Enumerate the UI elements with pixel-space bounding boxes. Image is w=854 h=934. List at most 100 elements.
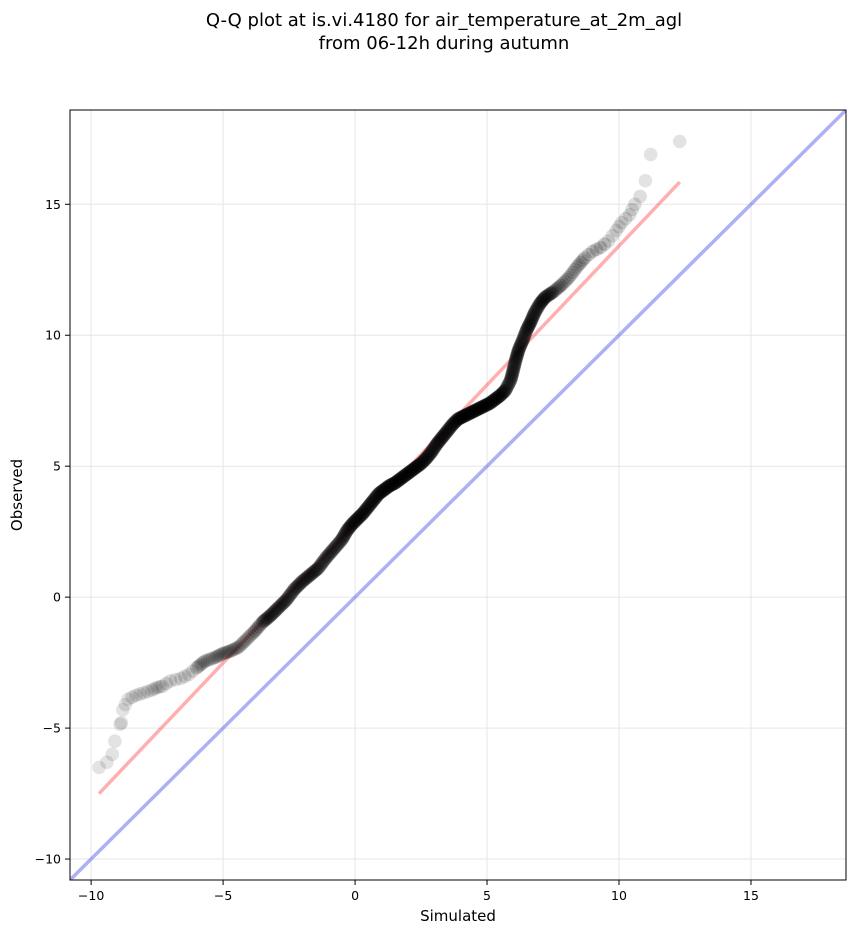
data-point	[437, 427, 452, 442]
data-point	[212, 648, 226, 663]
data-point	[303, 568, 317, 582]
data-point	[356, 506, 370, 521]
data-point	[550, 281, 564, 296]
data-point	[260, 611, 275, 626]
data-point	[438, 426, 452, 441]
data-point	[382, 479, 397, 493]
data-point	[147, 682, 162, 696]
data-point	[593, 240, 608, 255]
data-point	[381, 480, 395, 494]
data-point	[294, 575, 308, 590]
data-point	[368, 490, 383, 505]
data-point	[257, 614, 271, 628]
data-point	[518, 327, 532, 342]
data-point	[507, 359, 521, 374]
data-point	[452, 411, 467, 426]
data-point	[335, 531, 350, 546]
data-point	[181, 667, 196, 682]
data-point	[247, 624, 262, 638]
data-point	[457, 408, 472, 423]
data-point	[520, 322, 534, 336]
data-point	[535, 294, 549, 308]
data-point	[516, 332, 531, 346]
data-point	[446, 416, 461, 431]
data-point	[512, 341, 527, 356]
data-point	[268, 604, 282, 618]
data-point	[353, 508, 368, 523]
data-point	[461, 407, 475, 421]
data-point	[411, 458, 426, 473]
data-point	[353, 509, 367, 524]
data-point	[114, 716, 129, 730]
data-point	[519, 324, 533, 339]
data-point	[383, 478, 397, 493]
data-point	[397, 469, 412, 483]
data-point	[210, 649, 224, 664]
data-point	[232, 640, 246, 654]
data-point	[448, 414, 463, 429]
data-point	[240, 632, 254, 646]
data-point	[208, 650, 222, 665]
data-point	[518, 326, 533, 340]
data-point	[672, 134, 687, 149]
data-point	[113, 717, 127, 731]
data-point	[431, 435, 446, 449]
data-point	[540, 288, 555, 303]
data-point	[118, 697, 133, 712]
data-point	[513, 338, 528, 353]
data-point	[330, 537, 345, 552]
y-tick-label: 5	[53, 459, 61, 474]
data-point	[264, 607, 279, 622]
data-point	[342, 520, 357, 535]
data-point	[405, 462, 420, 477]
data-point	[496, 385, 511, 400]
data-point	[530, 300, 545, 315]
data-point	[433, 433, 447, 447]
data-point	[545, 285, 559, 300]
data-point	[560, 272, 574, 287]
data-point	[178, 669, 192, 684]
data-point	[288, 581, 303, 595]
data-point	[597, 237, 612, 252]
data-point	[276, 596, 290, 610]
data-point	[445, 418, 459, 433]
data-point	[409, 460, 424, 474]
y-tick-label: 15	[45, 197, 61, 212]
data-point	[485, 394, 500, 408]
data-point	[262, 609, 277, 624]
data-point	[323, 545, 338, 560]
data-point	[297, 572, 312, 587]
data-point	[376, 483, 391, 498]
data-point	[536, 293, 550, 307]
data-point	[301, 569, 315, 584]
data-point	[530, 302, 544, 316]
data-point	[328, 540, 342, 555]
data-point	[450, 412, 465, 427]
data-point	[472, 401, 486, 416]
data-point	[497, 384, 511, 399]
fit-line	[97, 180, 681, 795]
data-point	[259, 612, 273, 627]
data-point	[418, 453, 432, 467]
data-point	[480, 397, 495, 412]
data-point	[129, 688, 143, 703]
data-point	[197, 654, 212, 669]
data-point	[271, 600, 286, 615]
data-point	[168, 672, 183, 687]
data-point	[455, 410, 470, 424]
data-point	[510, 346, 525, 361]
data-point	[419, 451, 434, 466]
data-point	[505, 366, 520, 381]
data-point	[430, 436, 445, 450]
data-point	[424, 444, 439, 459]
data-point	[500, 380, 514, 395]
data-point	[329, 539, 344, 553]
data-point	[526, 308, 541, 323]
data-point	[505, 368, 519, 383]
data-point	[517, 329, 532, 343]
data-point	[534, 295, 549, 309]
data-point	[414, 456, 428, 471]
data-point	[443, 420, 458, 434]
data-point	[266, 606, 280, 621]
data-point	[573, 255, 588, 270]
